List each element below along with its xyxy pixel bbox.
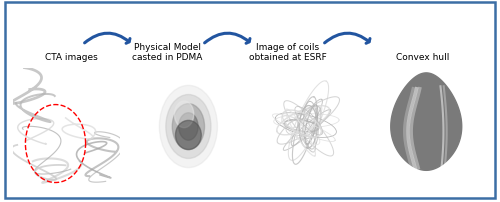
Polygon shape (391, 74, 462, 170)
Text: Image of coils
obtained at ESRF: Image of coils obtained at ESRF (248, 42, 326, 62)
Text: 1,292 mm: 1,292 mm (260, 185, 288, 190)
Text: 1,292 mm: 1,292 mm (380, 185, 408, 190)
Text: Physical Model
casted in PDMA: Physical Model casted in PDMA (132, 42, 202, 62)
FancyBboxPatch shape (5, 3, 495, 198)
Text: Convex hull: Convex hull (396, 53, 449, 62)
Ellipse shape (174, 101, 194, 128)
Text: CTA images: CTA images (45, 53, 98, 62)
Ellipse shape (178, 113, 198, 141)
Ellipse shape (160, 86, 218, 168)
Ellipse shape (166, 95, 211, 159)
Circle shape (176, 121, 202, 150)
Ellipse shape (172, 104, 204, 149)
